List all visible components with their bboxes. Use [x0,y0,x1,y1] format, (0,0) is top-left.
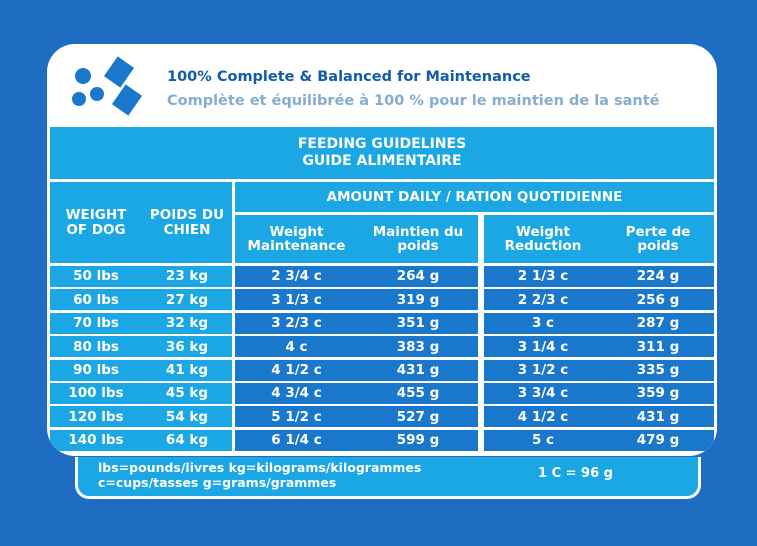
table-cell: 3 1/2 c [484,359,602,381]
table-cell: 4 3/4 c [235,383,358,404]
table-cell: 599 g [358,429,478,451]
footer-legend: lbs=pounds/livres kg=kilograms/kilogramm… [75,457,701,499]
table-cell: 527 g [358,406,478,428]
table-cell: 431 g [358,359,478,381]
table-cell: 45 kg [142,383,232,404]
legend-units-weight: lbs=pounds/livres kg=kilograms/kilogramm… [98,460,422,475]
table-cell: 54 kg [142,406,232,428]
table-cell: 383 g [358,336,478,358]
table-cell: 2 3/4 c [235,266,358,287]
table-cell: 36 kg [142,336,232,358]
table-cell: 50 lbs [50,266,142,287]
cup-conversion: 1 C = 96 g [538,466,613,481]
table-cell: 311 g [602,336,714,358]
table-cell: 6 1/4 c [235,429,358,451]
table-cell: 3 1/4 c [484,336,602,358]
header-5: Perte de poids [602,215,714,263]
header-amount-daily: AMOUNT DAILY / RATION QUOTIDIENNE [235,182,714,212]
table-cell: 455 g [358,383,478,404]
table-cell: 3 c [484,312,602,334]
table-cell: 23 kg [142,266,232,287]
table-cell: 3 1/3 c [235,289,358,311]
table-cell: 64 kg [142,429,232,451]
table-cell: 351 g [358,312,478,334]
table-title-title_fr: GUIDE ALIMENTAIRE [302,153,462,169]
table-cell: 140 lbs [50,429,142,451]
table-cell: 287 g [602,312,714,334]
table-cell: 90 lbs [50,359,142,381]
table-cell: 60 lbs [50,289,142,311]
table-cell: 5 c [484,429,602,451]
table-cell: 264 g [358,266,478,287]
table-cell: 80 lbs [50,336,142,358]
table-title: FEEDING GUIDELINES GUIDE ALIMENTAIRE [50,127,714,179]
table-title-title_en: FEEDING GUIDELINES [297,136,467,153]
table-cell: 2 1/3 c [484,266,602,287]
title-french: Complète et équilibrée à 100 % pour le m… [167,93,660,109]
header-2: Weight Maintenance [235,215,358,263]
table-cell: 4 1/2 c [235,359,358,381]
title-english: 100% Complete & Balanced for Maintenance [167,69,531,85]
food-and-cup-icon [72,56,143,116]
header-4: Weight Reduction [484,215,602,263]
feeding-card: 100% Complete & Balanced for Maintenance… [47,44,717,456]
header-poids-du-chien: POIDS DU CHIEN [142,182,232,263]
table-cell: 120 lbs [50,406,142,428]
header-weight-of-dog: WEIGHT OF DOG [50,182,142,263]
table-cell: 3 3/4 c [484,383,602,404]
table-cell: 2 2/3 c [484,289,602,311]
table-cell: 319 g [358,289,478,311]
table-cell: 27 kg [142,289,232,311]
table-cell: 256 g [602,289,714,311]
table-cell: 4 c [235,336,358,358]
table-cell: 41 kg [142,359,232,381]
table-cell: 5 1/2 c [235,406,358,428]
feeding-table: FEEDING GUIDELINES GUIDE ALIMENTAIRE WEIGH… [50,127,714,453]
table-cell: 70 lbs [50,312,142,334]
table-cell: 335 g [602,359,714,381]
legend-units-volume: c=cups/tasses g=grams/grammes [98,475,337,490]
table-cell: 224 g [602,266,714,287]
table-cell: 100 lbs [50,383,142,404]
table-cell: 32 kg [142,312,232,334]
table-cell: 3 2/3 c [235,312,358,334]
table-cell: 479 g [602,429,714,451]
header-3: Maintien du poids [358,215,478,263]
table-cell: 359 g [602,383,714,404]
table-cell: 431 g [602,406,714,428]
table-cell: 4 1/2 c [484,406,602,428]
